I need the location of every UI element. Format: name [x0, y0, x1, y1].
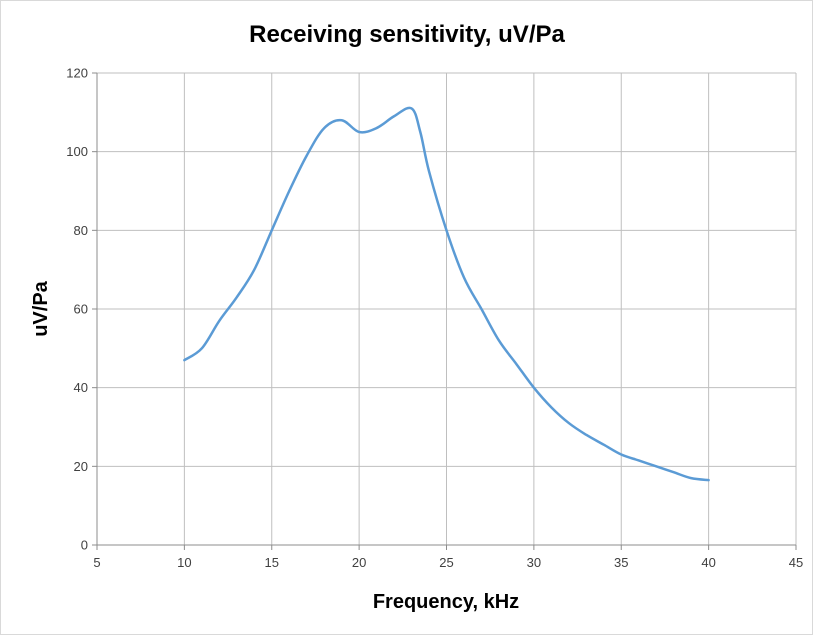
x-tick-label: 45 — [789, 555, 803, 570]
grid-lines — [97, 72, 797, 545]
x-tick-label: 20 — [352, 555, 366, 570]
x-tick-label: 25 — [439, 555, 453, 570]
x-tick-label: 30 — [527, 555, 541, 570]
x-tick-label: 15 — [265, 555, 279, 570]
y-tick-label: 60 — [74, 302, 88, 317]
x-tick-label: 10 — [177, 555, 191, 570]
y-tick-label: 0 — [81, 538, 88, 553]
x-tick-label: 40 — [701, 555, 715, 570]
y-tick-label: 100 — [66, 144, 88, 159]
y-tick-label: 40 — [74, 380, 88, 395]
series-line-0 — [183, 106, 710, 482]
axes — [92, 72, 797, 550]
chart-title: Receiving sensitivity, uV/Pa — [249, 21, 565, 48]
y-tick-label: 20 — [74, 459, 88, 474]
y-tick-label: 80 — [74, 223, 88, 238]
y-tick-label: 120 — [66, 66, 88, 81]
x-tick-label: 5 — [93, 555, 100, 570]
series-group — [183, 106, 710, 482]
y-tick-labels: 0 20 40 60 80 100 120 — [66, 66, 88, 553]
x-tick-labels: 5 10 15 20 25 30 35 40 45 — [93, 555, 803, 570]
x-axis-title: Frequency, kHz — [373, 591, 519, 613]
y-axis-title: uV/Pa — [30, 280, 52, 336]
x-tick-label: 35 — [614, 555, 628, 570]
